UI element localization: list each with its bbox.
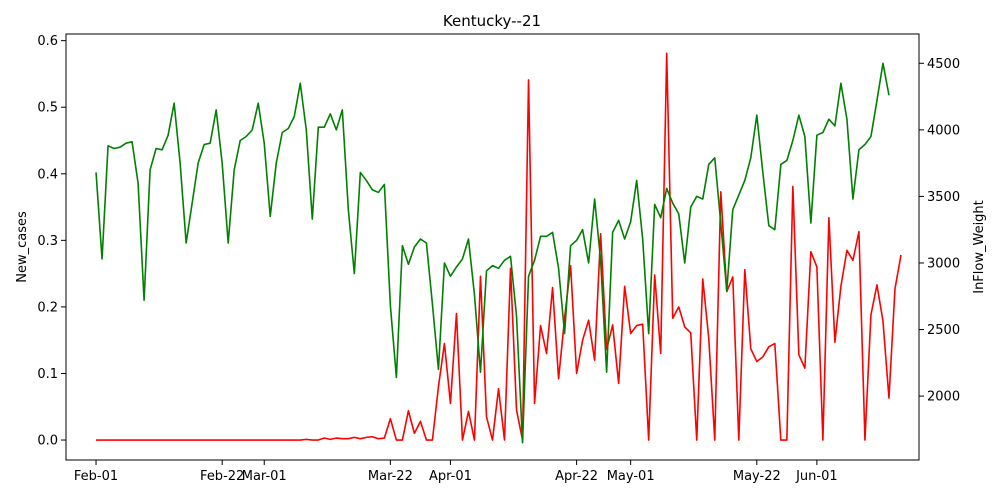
series-line-new-cases: [96, 52, 902, 441]
left-tick-label: 0.5: [37, 101, 58, 116]
x-tick-label: Jun-01: [795, 469, 838, 484]
right-y-axis: 2000 2500 3000 3500 4000 4500: [919, 57, 960, 405]
series-layer: [95, 52, 902, 444]
x-tick-label: Mar-22: [368, 469, 413, 484]
right-tick-label: 2500: [927, 323, 960, 338]
chart-title: Kentucky--21: [443, 12, 541, 30]
right-tick-label: 2000: [927, 390, 960, 405]
left-tick-label: 0.0: [37, 434, 58, 449]
x-tick-label: May-22: [733, 469, 781, 484]
x-tick-label: Feb-22: [200, 469, 244, 484]
right-axis-title: InFlow_Weight: [972, 200, 987, 294]
x-tick-label: Apr-01: [429, 469, 472, 484]
x-tick-label: May-01: [607, 469, 655, 484]
right-tick-label: 4000: [927, 123, 960, 138]
left-tick-label: 0.2: [37, 300, 58, 315]
left-tick-label: 0.1: [37, 367, 58, 382]
x-tick-label: Apr-22: [555, 469, 598, 484]
left-y-axis: 0.0 0.1 0.2 0.3 0.4 0.5 0.6: [37, 34, 66, 449]
x-tick-label: Feb-01: [74, 469, 118, 484]
right-tick-label: 4500: [927, 57, 960, 72]
x-tick-label: Mar-01: [242, 469, 287, 484]
left-tick-label: 0.4: [37, 167, 58, 182]
series-line-inflow-weight: [95, 62, 890, 444]
left-tick-label: 0.6: [37, 34, 58, 49]
left-axis-title: New_cases: [15, 211, 30, 283]
right-tick-label: 3000: [927, 256, 960, 271]
left-tick-label: 0.3: [37, 234, 58, 249]
right-tick-label: 3500: [927, 190, 960, 205]
plot-frame: [65, 33, 920, 461]
